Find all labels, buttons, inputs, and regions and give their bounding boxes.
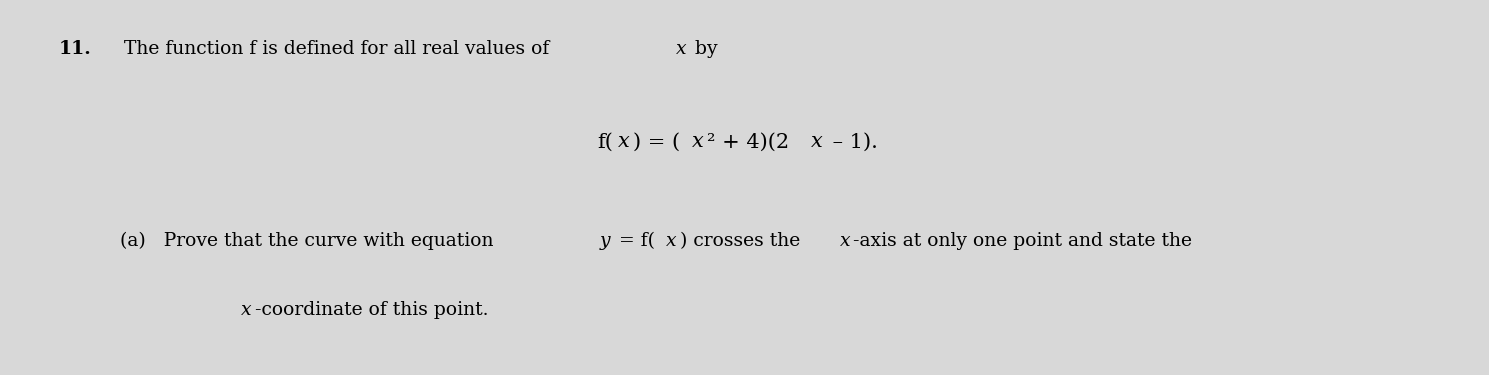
Text: x: x: [692, 132, 704, 152]
Text: -coordinate of this point.: -coordinate of this point.: [255, 302, 488, 320]
Text: -axis at only one point and state the: -axis at only one point and state the: [853, 232, 1191, 250]
Text: The function f is defined for all real values of: The function f is defined for all real v…: [100, 40, 555, 58]
Text: x: x: [241, 302, 252, 320]
Text: ) crosses the: ) crosses the: [680, 232, 806, 250]
Text: x: x: [812, 132, 822, 152]
Text: x: x: [676, 40, 686, 58]
Text: – 1).: – 1).: [826, 132, 877, 152]
Text: x: x: [618, 132, 630, 152]
Text: ² + 4)(2: ² + 4)(2: [707, 132, 789, 152]
Text: (a)   Prove that the curve with equation: (a) Prove that the curve with equation: [121, 232, 499, 250]
Text: x: x: [840, 232, 850, 250]
Text: = f(: = f(: [613, 232, 655, 250]
Text: ) = (: ) = (: [633, 132, 679, 152]
Text: y: y: [600, 232, 610, 250]
Text: 11.: 11.: [58, 40, 91, 58]
Text: x: x: [667, 232, 677, 250]
Text: by: by: [689, 40, 718, 58]
Text: f(: f(: [597, 132, 613, 152]
